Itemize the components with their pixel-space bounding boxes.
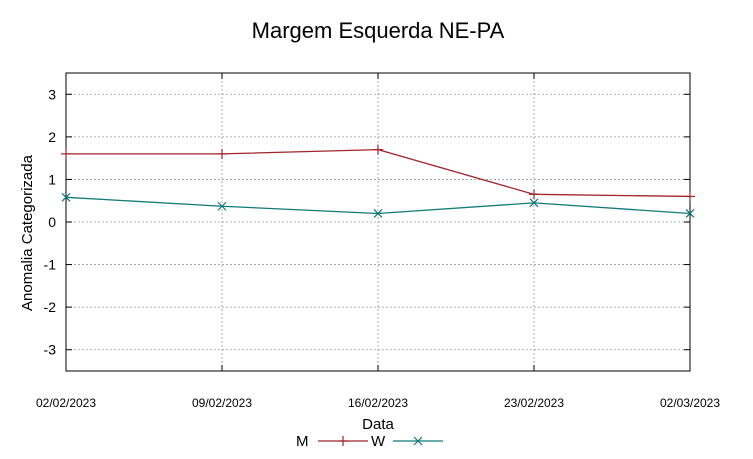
- data-point-W: [373, 209, 383, 218]
- series-W: [61, 192, 695, 218]
- x-tick-label: 02/02/2023: [36, 396, 96, 410]
- y-tick-label: 3: [48, 86, 56, 102]
- y-tick-label: 1: [48, 171, 56, 187]
- x-axis-label: Data: [362, 416, 394, 433]
- legend-label: W: [371, 433, 386, 450]
- y-tick-label: 0: [48, 214, 56, 230]
- y-tick-label: 2: [48, 129, 56, 145]
- legend-marker: [413, 436, 423, 446]
- x-tick-label: 16/02/2023: [348, 396, 408, 410]
- y-tick-label: -1: [44, 257, 57, 273]
- chart-title: Margem Esquerda NE-PA: [252, 18, 505, 43]
- series-layer: [61, 144, 695, 218]
- y-tick-label: -3: [44, 342, 57, 358]
- legend-item-W: W: [371, 433, 443, 450]
- grid-lines: [66, 73, 690, 371]
- series-M: [61, 144, 695, 202]
- data-point-W: [685, 209, 695, 218]
- x-tick-label: 23/02/2023: [504, 396, 564, 410]
- data-point-W: [529, 198, 539, 208]
- y-axis-label: Anomalia Categorizada: [19, 154, 36, 311]
- y-tick-label: -2: [44, 299, 57, 315]
- legend-label: M: [296, 433, 309, 450]
- data-point-W: [61, 192, 71, 202]
- x-axis: 02/02/2023 09/02/2023 16/02/2023 23/02/2023…: [36, 73, 720, 410]
- legend-item-M: M: [296, 433, 368, 450]
- y-axis: 3 2 1 0 -1 -2 -3: [44, 86, 690, 358]
- x-tick-label: 02/03/2023: [660, 396, 720, 410]
- data-point-W: [217, 201, 227, 211]
- x-tick-label: 09/02/2023: [192, 396, 252, 410]
